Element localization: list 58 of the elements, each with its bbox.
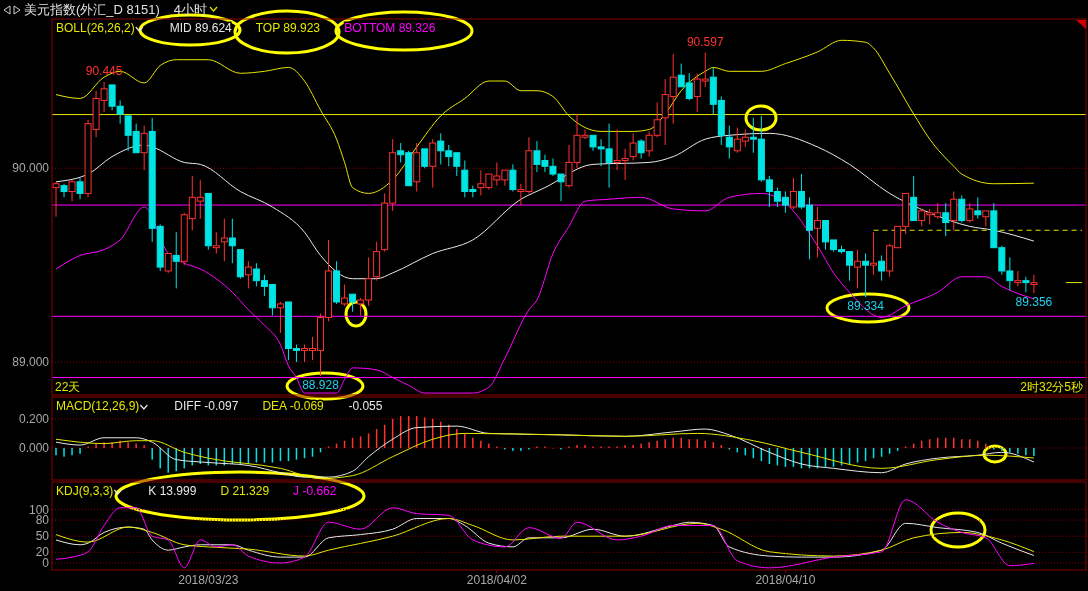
candlestick [629,132,637,161]
annotation: -0.055 [348,399,383,413]
y-tick-label: 89.000 [12,355,50,370]
y-tick-label: 80 [35,513,50,528]
candlestick [172,231,180,289]
candlestick [220,218,228,262]
annotation: 22天 [55,380,81,394]
chart-subtitle: 4小时 [173,2,208,17]
text: BOTTOM 89.326 [344,21,436,35]
candlestick [942,202,950,237]
annotation: 89.356 [1015,295,1053,310]
legend-title: KDJ(9,3,3) [56,484,114,498]
text: J -0.662 [293,484,337,498]
annotation: 2时32分5秒 [1020,380,1083,394]
x-tick-label: 2018/04/02 [466,573,528,587]
line-series [55,432,1035,480]
y-tick-label: 50 [35,529,50,544]
text: TOP 89.923 [255,21,321,35]
candlestick [68,179,76,202]
annotation: 89.334 [847,299,885,314]
y-tick-label: 0.200 [18,412,50,427]
line-series [55,499,1035,569]
candlestick [509,163,517,192]
y-tick-label: 0.000 [18,441,50,456]
candlestick [1022,276,1030,293]
text: DEA -0.069 [262,399,325,413]
candlestick [950,190,958,231]
annotation: 90.445 [85,63,123,78]
candlestick [958,194,966,224]
candlestick [228,218,236,264]
candlestick [854,249,862,289]
text: D 21.329 [220,484,270,498]
candlestick [1014,270,1022,287]
candlestick [974,196,982,220]
legend-label: MID 89.624 [169,21,233,35]
y-tick-label: 90.000 [12,161,50,176]
y-tick-label: 0 [42,556,50,571]
legend-label: DIFF -0.097 [174,399,239,413]
chart-title: 美元指数(外汇_D 8151) [24,2,160,17]
legend-title: BOLL(26,26,2) [56,21,135,35]
annotation: 88.928 [302,378,340,393]
candlestick [373,241,381,282]
candlestick [60,183,68,198]
candlestick [870,231,878,276]
candlestick [52,181,60,218]
candlestick [413,142,421,192]
candlestick [637,138,645,160]
x-tick-label: 2018/04/10 [755,573,816,587]
candlestick [813,206,821,258]
candlestick [725,125,733,160]
legend-label: K 13.999 [148,484,197,498]
x-tick-label: 2018/03/23 [178,573,239,587]
candlestick [212,231,220,255]
candlestick [76,177,84,200]
candlestick [1030,274,1038,294]
candlestick [878,254,886,282]
annotation: 90.597 [686,34,724,49]
legend-title: MACD(12,26,9) [56,399,140,413]
